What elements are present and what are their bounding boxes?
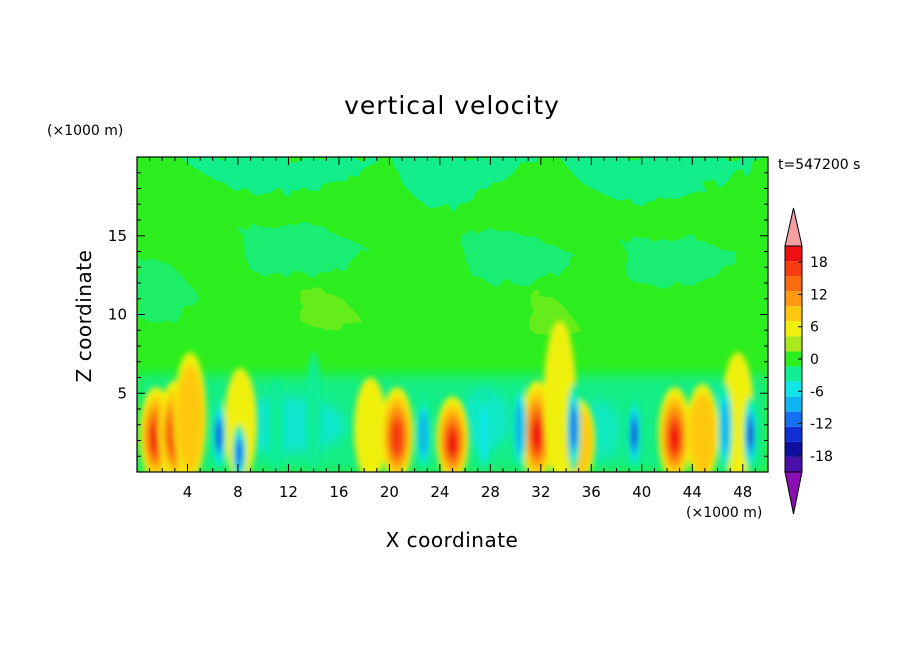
colorbar-segment (785, 411, 802, 427)
x-tick-label: 44 (683, 483, 702, 501)
colorbar-tick-label: 18 (810, 255, 828, 271)
downdraft-cell (212, 399, 226, 472)
updraft-cell (224, 368, 257, 472)
y-unit-label: (×1000 m) (47, 123, 123, 139)
downdraft-band (419, 411, 428, 457)
colorbar-over-arrow (784, 207, 803, 247)
updraft-cell (354, 377, 387, 472)
x-tick-label: 16 (329, 483, 348, 501)
downdraft-band (515, 401, 524, 455)
updraft-cell (658, 386, 692, 472)
colorbar-segment (785, 276, 802, 292)
x-tick-label: 48 (733, 483, 752, 501)
colorbar-segment (785, 321, 802, 337)
updraft-band (354, 377, 387, 472)
y-tick-label: 5 (117, 384, 127, 402)
colorbar-segment (785, 291, 802, 307)
colorbar-segment (785, 396, 802, 412)
chart-title: vertical velocity (344, 91, 560, 120)
x-unit-label: (×1000 m) (686, 505, 762, 521)
colorbar-segment (785, 426, 802, 442)
time-label: t=547200 s (778, 157, 860, 173)
convective-cells (139, 320, 758, 472)
downdraft-band (632, 422, 637, 446)
colorbar-segment (785, 351, 802, 367)
x-tick-label: 32 (531, 483, 550, 501)
colorbar-tick-label: 6 (810, 320, 819, 336)
downdraft-cell (477, 393, 491, 472)
updraft-cell (436, 396, 469, 472)
x-tick-label: 12 (279, 483, 298, 501)
downdraft-band (720, 401, 730, 455)
downdraft-cell (718, 383, 733, 472)
x-tick-label: 8 (233, 483, 243, 501)
downdraft-cell (306, 352, 321, 472)
x-axis: 4 8 12 16 20 24 28 32 36 40 44 48 (149, 157, 756, 501)
downdraft-cell (627, 396, 642, 472)
x-tick-label: 24 (430, 483, 449, 501)
colorbar-tick-label: 12 (810, 287, 828, 303)
upper-patches (137, 157, 768, 338)
colorbar-tick-label: 0 (810, 352, 819, 368)
updraft-band (224, 368, 257, 472)
downdraft-cell (232, 424, 247, 472)
y-tick-label: 15 (108, 227, 127, 245)
updraft-cell (685, 383, 719, 472)
updraft-band (688, 393, 716, 472)
y-tick-label: 10 (108, 306, 127, 324)
updraft-band (670, 427, 679, 451)
plot-area (137, 157, 768, 472)
colorbar-segment (785, 246, 802, 262)
downdraft-band (748, 422, 753, 446)
colorbar-tick-label: -12 (810, 417, 833, 433)
colorbar-under-arrow (784, 471, 803, 515)
downdraft-cell (416, 396, 431, 472)
colorbar: 18 12 6 0 -6 -12 -18 (784, 207, 833, 515)
colorbar-segment (785, 456, 802, 472)
updraft-cell (173, 352, 207, 472)
downdraft-cell (268, 377, 283, 472)
x-tick-label: 20 (380, 483, 399, 501)
downdraft-band (478, 401, 490, 464)
updraft-band (176, 365, 204, 471)
colorbar-segment (785, 381, 802, 397)
downdraft-band (570, 408, 577, 448)
updraft-band (533, 423, 541, 448)
x-tick-label: 40 (632, 483, 651, 501)
updraft-band (151, 427, 160, 451)
x-axis-label: X coordinate (386, 528, 519, 552)
downdraft-cell (512, 383, 527, 472)
downdraft-band (306, 352, 321, 472)
colorbar-segment (785, 441, 802, 457)
colorbar-segment (785, 366, 802, 382)
downdraft-band (268, 377, 283, 472)
y-axis: 5 10 15 (108, 172, 768, 457)
updraft-band (448, 433, 457, 454)
updraft-band (391, 421, 403, 456)
colorbar-segment (785, 261, 802, 277)
y-axis-label: Z coordinate (72, 250, 96, 383)
updraft-cell (380, 386, 414, 472)
downdraft-cell (566, 383, 581, 472)
colorbar-tick-label: -6 (810, 384, 824, 400)
downdraft-band (236, 440, 243, 466)
colorbar-segment (785, 336, 802, 352)
colorbar-segment (785, 306, 802, 322)
downdraft-cell (743, 396, 758, 472)
x-tick-label: 4 (183, 483, 193, 501)
colorbar-tick-label: -18 (810, 449, 833, 465)
downdraft-band (216, 424, 222, 447)
x-tick-label: 28 (481, 483, 500, 501)
x-tick-label: 36 (582, 483, 601, 501)
